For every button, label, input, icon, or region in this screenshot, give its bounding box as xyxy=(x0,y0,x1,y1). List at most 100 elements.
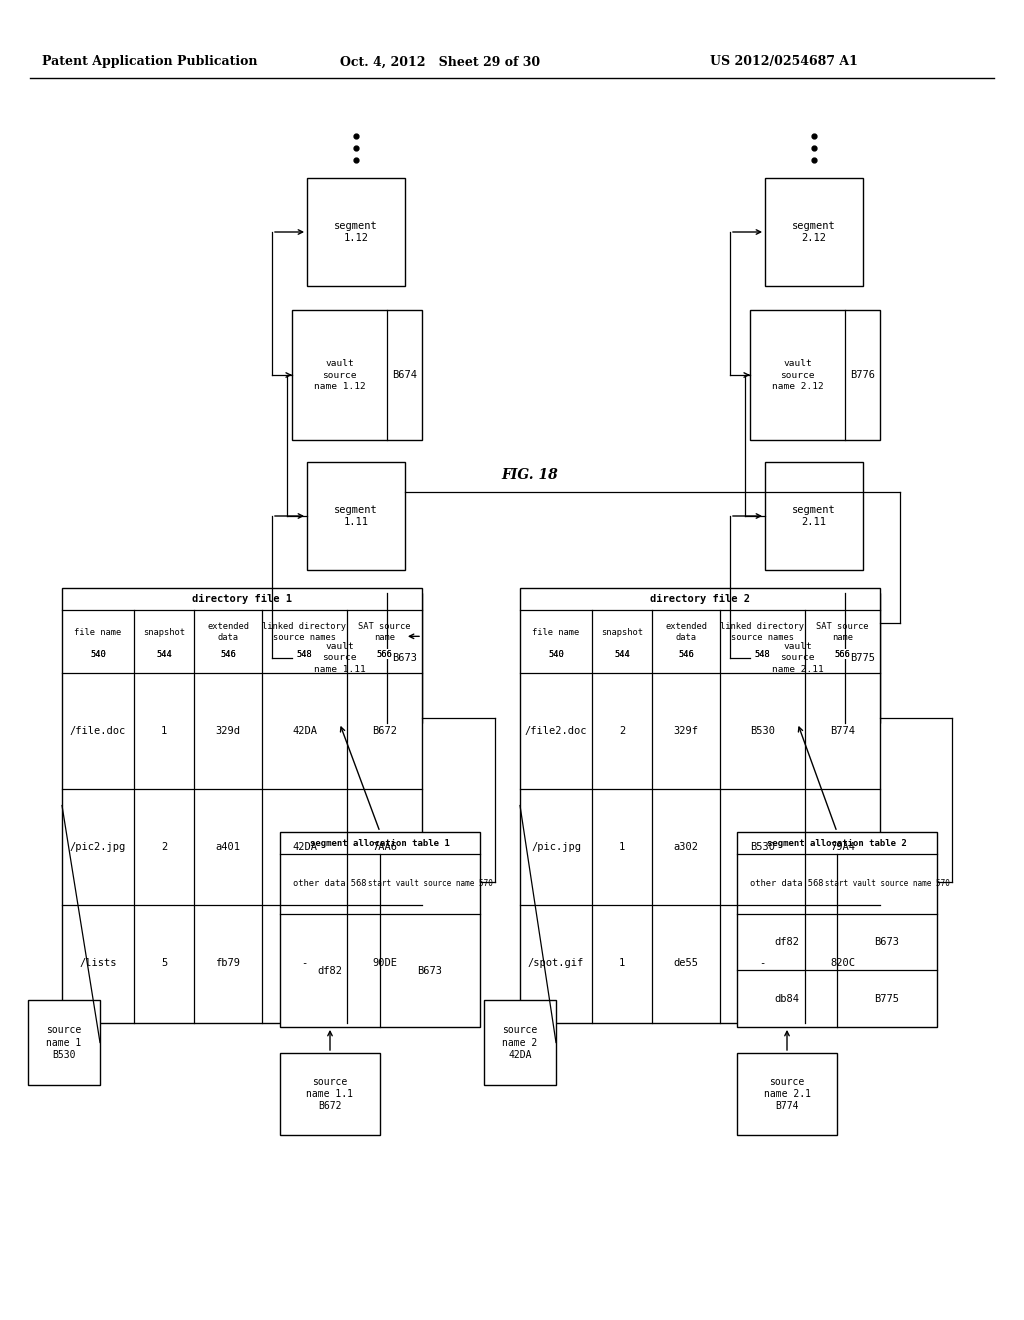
Text: source
name 1
B530: source name 1 B530 xyxy=(46,1026,82,1060)
Bar xyxy=(62,587,422,1023)
Bar xyxy=(765,462,863,570)
Bar xyxy=(307,462,406,570)
Bar xyxy=(280,1053,380,1135)
Text: source
name 1.1
B672: source name 1.1 B672 xyxy=(306,1077,353,1111)
Text: 546: 546 xyxy=(678,649,694,659)
Text: 540: 540 xyxy=(90,649,105,659)
Bar xyxy=(765,178,863,286)
Text: file name: file name xyxy=(532,627,580,636)
Text: B672: B672 xyxy=(372,726,397,737)
Text: B776: B776 xyxy=(850,370,874,380)
Text: 42DA: 42DA xyxy=(292,726,317,737)
Text: B774: B774 xyxy=(830,726,855,737)
Text: US 2012/0254687 A1: US 2012/0254687 A1 xyxy=(710,55,858,69)
Text: 90DE: 90DE xyxy=(372,958,397,968)
Text: 540: 540 xyxy=(548,649,564,659)
Text: 1: 1 xyxy=(161,726,167,737)
Text: segment
2.12: segment 2.12 xyxy=(793,220,836,243)
Text: FIG. 18: FIG. 18 xyxy=(502,469,558,482)
Text: /lists: /lists xyxy=(79,958,117,968)
Text: 1: 1 xyxy=(618,842,625,851)
Text: 546: 546 xyxy=(678,649,694,659)
Text: 548: 548 xyxy=(755,649,770,659)
Text: vault
source
name 1.11: vault source name 1.11 xyxy=(313,643,366,673)
Text: -: - xyxy=(760,958,766,968)
Text: extended
data: extended data xyxy=(665,622,707,642)
Text: /file2.doc: /file2.doc xyxy=(524,726,587,737)
Text: source
name 2.1
B774: source name 2.1 B774 xyxy=(764,1077,811,1111)
Text: 329d: 329d xyxy=(215,726,241,737)
Text: 540: 540 xyxy=(90,649,105,659)
Text: B673: B673 xyxy=(418,965,442,975)
Text: vault
source
name 2.11: vault source name 2.11 xyxy=(772,643,823,673)
Text: extended
data: extended data xyxy=(207,622,249,642)
Text: 540: 540 xyxy=(548,649,564,659)
Text: segment
1.11: segment 1.11 xyxy=(334,504,378,527)
Text: 5: 5 xyxy=(161,958,167,968)
Bar xyxy=(737,1053,837,1135)
Bar xyxy=(28,1001,100,1085)
Bar xyxy=(750,310,880,440)
Bar xyxy=(292,310,422,440)
Text: 2: 2 xyxy=(161,842,167,851)
Text: 546: 546 xyxy=(220,649,236,659)
Text: 1: 1 xyxy=(618,958,625,968)
Text: db84: db84 xyxy=(774,994,800,1003)
Text: segment
1.12: segment 1.12 xyxy=(334,220,378,243)
Text: /file.doc: /file.doc xyxy=(70,726,126,737)
Text: /pic2.jpg: /pic2.jpg xyxy=(70,842,126,851)
Text: 42DA: 42DA xyxy=(292,842,317,851)
Text: SAT source
name: SAT source name xyxy=(358,622,411,642)
Text: 548: 548 xyxy=(297,649,312,659)
Text: linked directory
source names: linked directory source names xyxy=(721,622,805,642)
Text: B530: B530 xyxy=(750,842,775,851)
Text: /spot.gif: /spot.gif xyxy=(528,958,584,968)
Text: 544: 544 xyxy=(156,649,172,659)
Text: vault
source
name 2.12: vault source name 2.12 xyxy=(772,359,823,391)
Text: a401: a401 xyxy=(215,842,241,851)
Text: B673: B673 xyxy=(874,937,899,946)
Text: segment
2.11: segment 2.11 xyxy=(793,504,836,527)
Text: B775: B775 xyxy=(850,653,874,663)
Text: /pic.jpg: /pic.jpg xyxy=(531,842,581,851)
Text: segment allocation table 1: segment allocation table 1 xyxy=(310,838,450,847)
Text: other data 568: other data 568 xyxy=(293,879,367,888)
Text: 544: 544 xyxy=(614,649,630,659)
Text: 79A4: 79A4 xyxy=(830,842,855,851)
Text: 544: 544 xyxy=(156,649,172,659)
Text: snapshot: snapshot xyxy=(601,627,643,636)
Text: SAT source
name: SAT source name xyxy=(816,622,868,642)
Text: linked directory
source names: linked directory source names xyxy=(262,622,346,642)
Text: -: - xyxy=(301,958,307,968)
Text: 548: 548 xyxy=(755,649,770,659)
Text: fb79: fb79 xyxy=(215,958,241,968)
Text: 566: 566 xyxy=(835,649,850,659)
Text: B530: B530 xyxy=(750,726,775,737)
Text: start vault source name 570: start vault source name 570 xyxy=(368,879,493,888)
Text: 329f: 329f xyxy=(674,726,698,737)
Text: de55: de55 xyxy=(674,958,698,968)
Text: df82: df82 xyxy=(774,937,800,946)
Text: start vault source name 570: start vault source name 570 xyxy=(824,879,949,888)
Text: 566: 566 xyxy=(835,649,850,659)
Bar xyxy=(750,593,880,723)
Text: 546: 546 xyxy=(220,649,236,659)
Bar xyxy=(520,587,880,1023)
Bar xyxy=(737,832,937,1027)
Text: vault
source
name 1.12: vault source name 1.12 xyxy=(313,359,366,391)
Text: B674: B674 xyxy=(392,370,417,380)
Text: Patent Application Publication: Patent Application Publication xyxy=(42,55,257,69)
Text: 566: 566 xyxy=(377,649,392,659)
Bar xyxy=(307,178,406,286)
Text: 566: 566 xyxy=(377,649,392,659)
Text: 2: 2 xyxy=(618,726,625,737)
Text: 7AA6: 7AA6 xyxy=(372,842,397,851)
Text: 548: 548 xyxy=(297,649,312,659)
Bar xyxy=(484,1001,556,1085)
Text: a302: a302 xyxy=(674,842,698,851)
Text: 820C: 820C xyxy=(830,958,855,968)
Bar xyxy=(280,832,480,1027)
Text: directory file 1: directory file 1 xyxy=(193,594,292,605)
Text: directory file 2: directory file 2 xyxy=(650,594,750,605)
Bar xyxy=(292,593,422,723)
